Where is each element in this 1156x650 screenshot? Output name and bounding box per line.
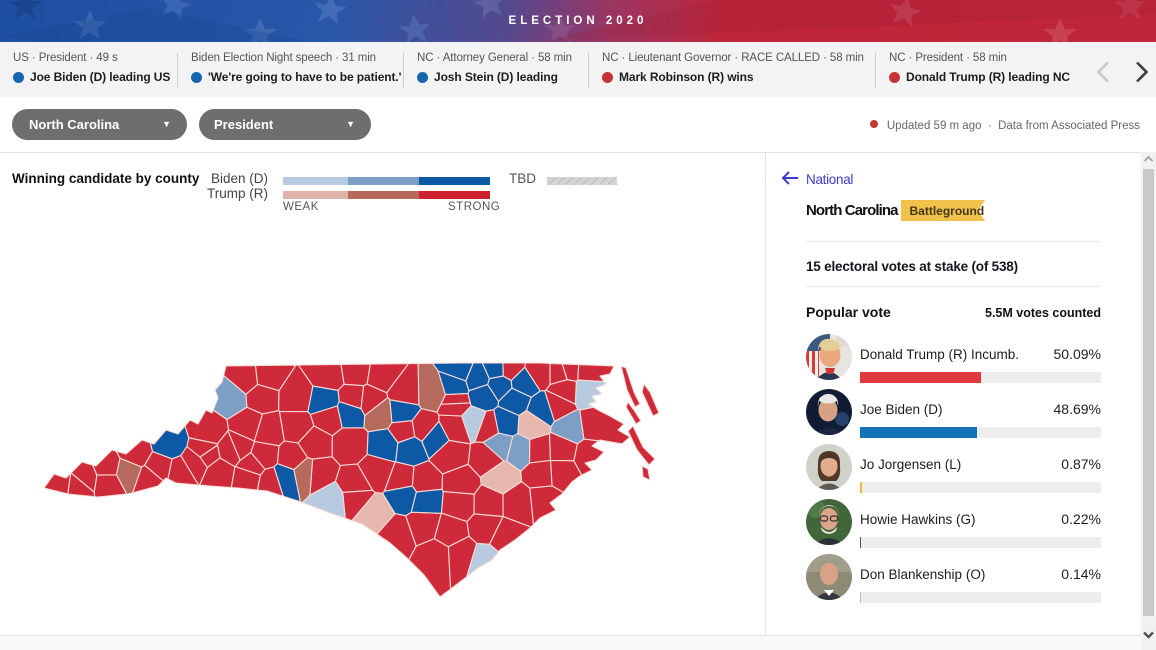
svg-text:Battleground: Battleground bbox=[910, 204, 985, 218]
